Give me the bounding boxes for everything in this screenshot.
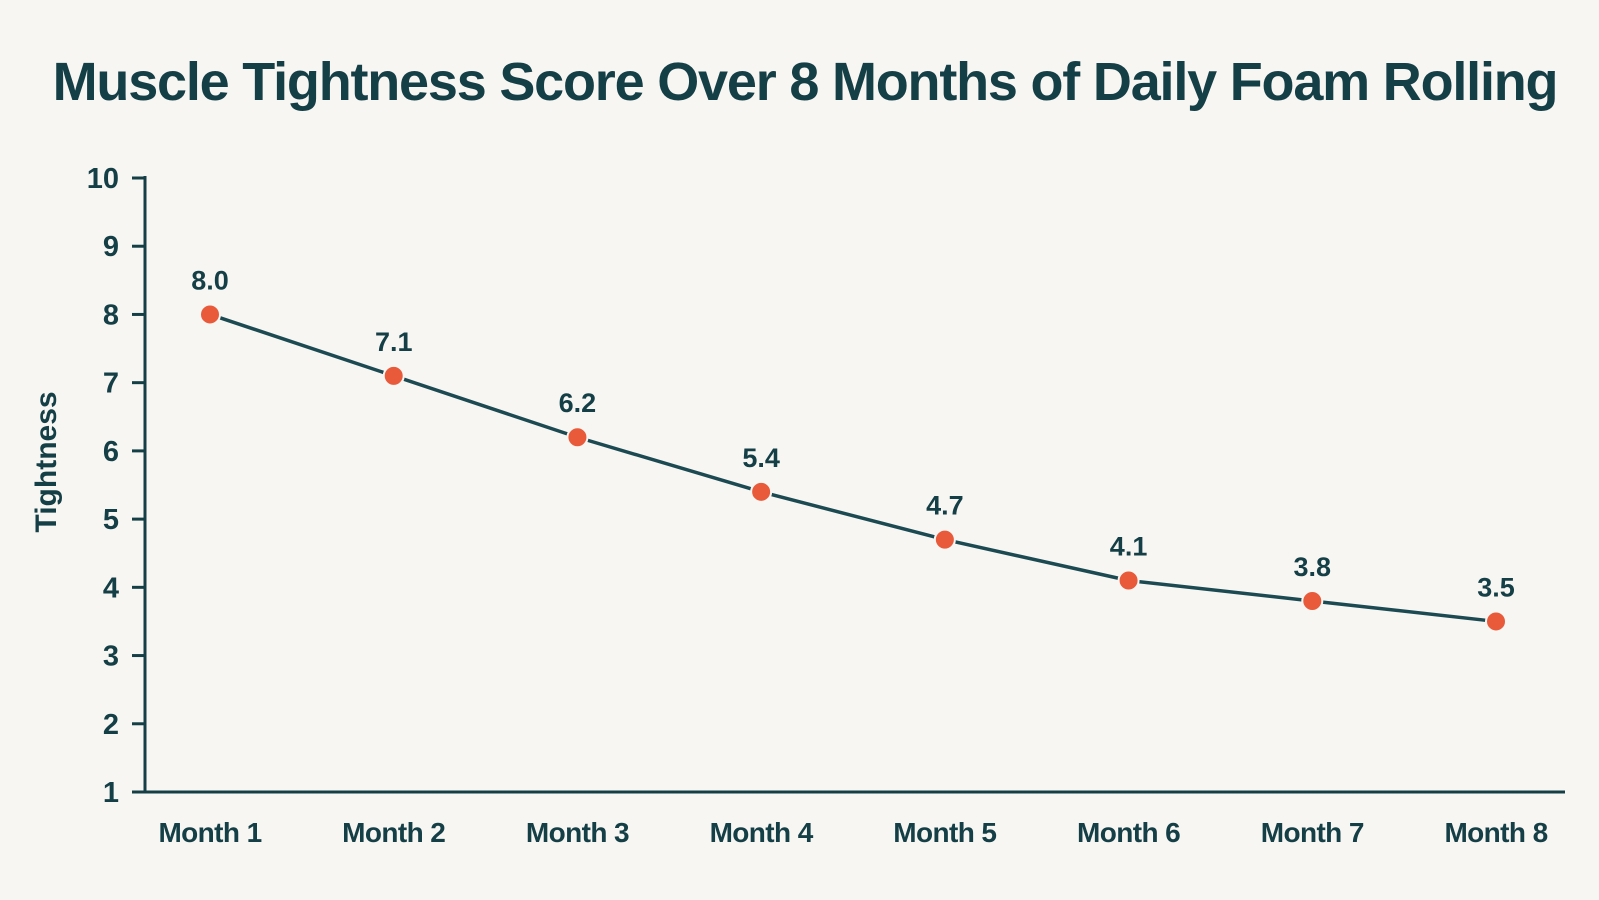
x-tick-label: Month 5 [893,817,996,848]
data-point [1117,569,1140,592]
y-tick-label: 5 [103,504,119,536]
series-line [208,312,1498,624]
value-labels: 8.0 7.1 6.2 5.4 4.7 4.1 3.8 3.5 [191,265,1515,602]
y-tick-label: 10 [87,163,119,195]
data-label: 5.4 [742,443,780,473]
x-tick-label: Month 3 [526,817,629,848]
data-point [933,528,956,551]
data-point [750,480,773,503]
data-point [1301,589,1324,612]
data-label: 6.2 [559,388,597,418]
y-tick-label: 1 [103,777,119,809]
data-label: 4.1 [1110,532,1148,562]
y-tick-label: 4 [103,572,119,604]
y-tick-label: 6 [103,436,119,468]
data-label: 3.8 [1294,552,1332,582]
x-tick-label: Month 6 [1077,817,1180,848]
y-tick-label: 9 [103,231,119,263]
y-ticks: 1 2 3 4 5 6 7 8 9 10 [87,163,145,809]
axes [143,176,1565,794]
y-tick-label: 7 [103,368,119,400]
data-point [199,303,221,326]
data-point [1485,610,1507,633]
y-tick-label: 3 [103,641,119,673]
x-tick-label: Month 4 [710,817,814,848]
data-label: 3.5 [1477,572,1515,602]
data-label: 4.7 [926,491,964,521]
y-tick-label: 2 [103,709,119,741]
series [199,303,1507,633]
y-tick-label: 8 [103,299,119,331]
data-point [382,364,405,387]
data-label: 7.1 [375,327,413,357]
y-axis-label: Tightness [30,391,63,532]
x-ticks: Month 1 Month 2 Month 3 Month 4 Month 5 Month… [158,817,1548,848]
x-tick-label: Month 8 [1444,817,1547,848]
chart-title: Muscle Tightness Score Over 8 Months of … [53,52,1558,112]
data-label: 8.0 [191,265,229,295]
data-point [566,426,589,449]
x-tick-label: Month 2 [342,817,445,848]
x-tick-label: Month 1 [158,817,261,848]
x-tick-label: Month 7 [1261,817,1364,848]
